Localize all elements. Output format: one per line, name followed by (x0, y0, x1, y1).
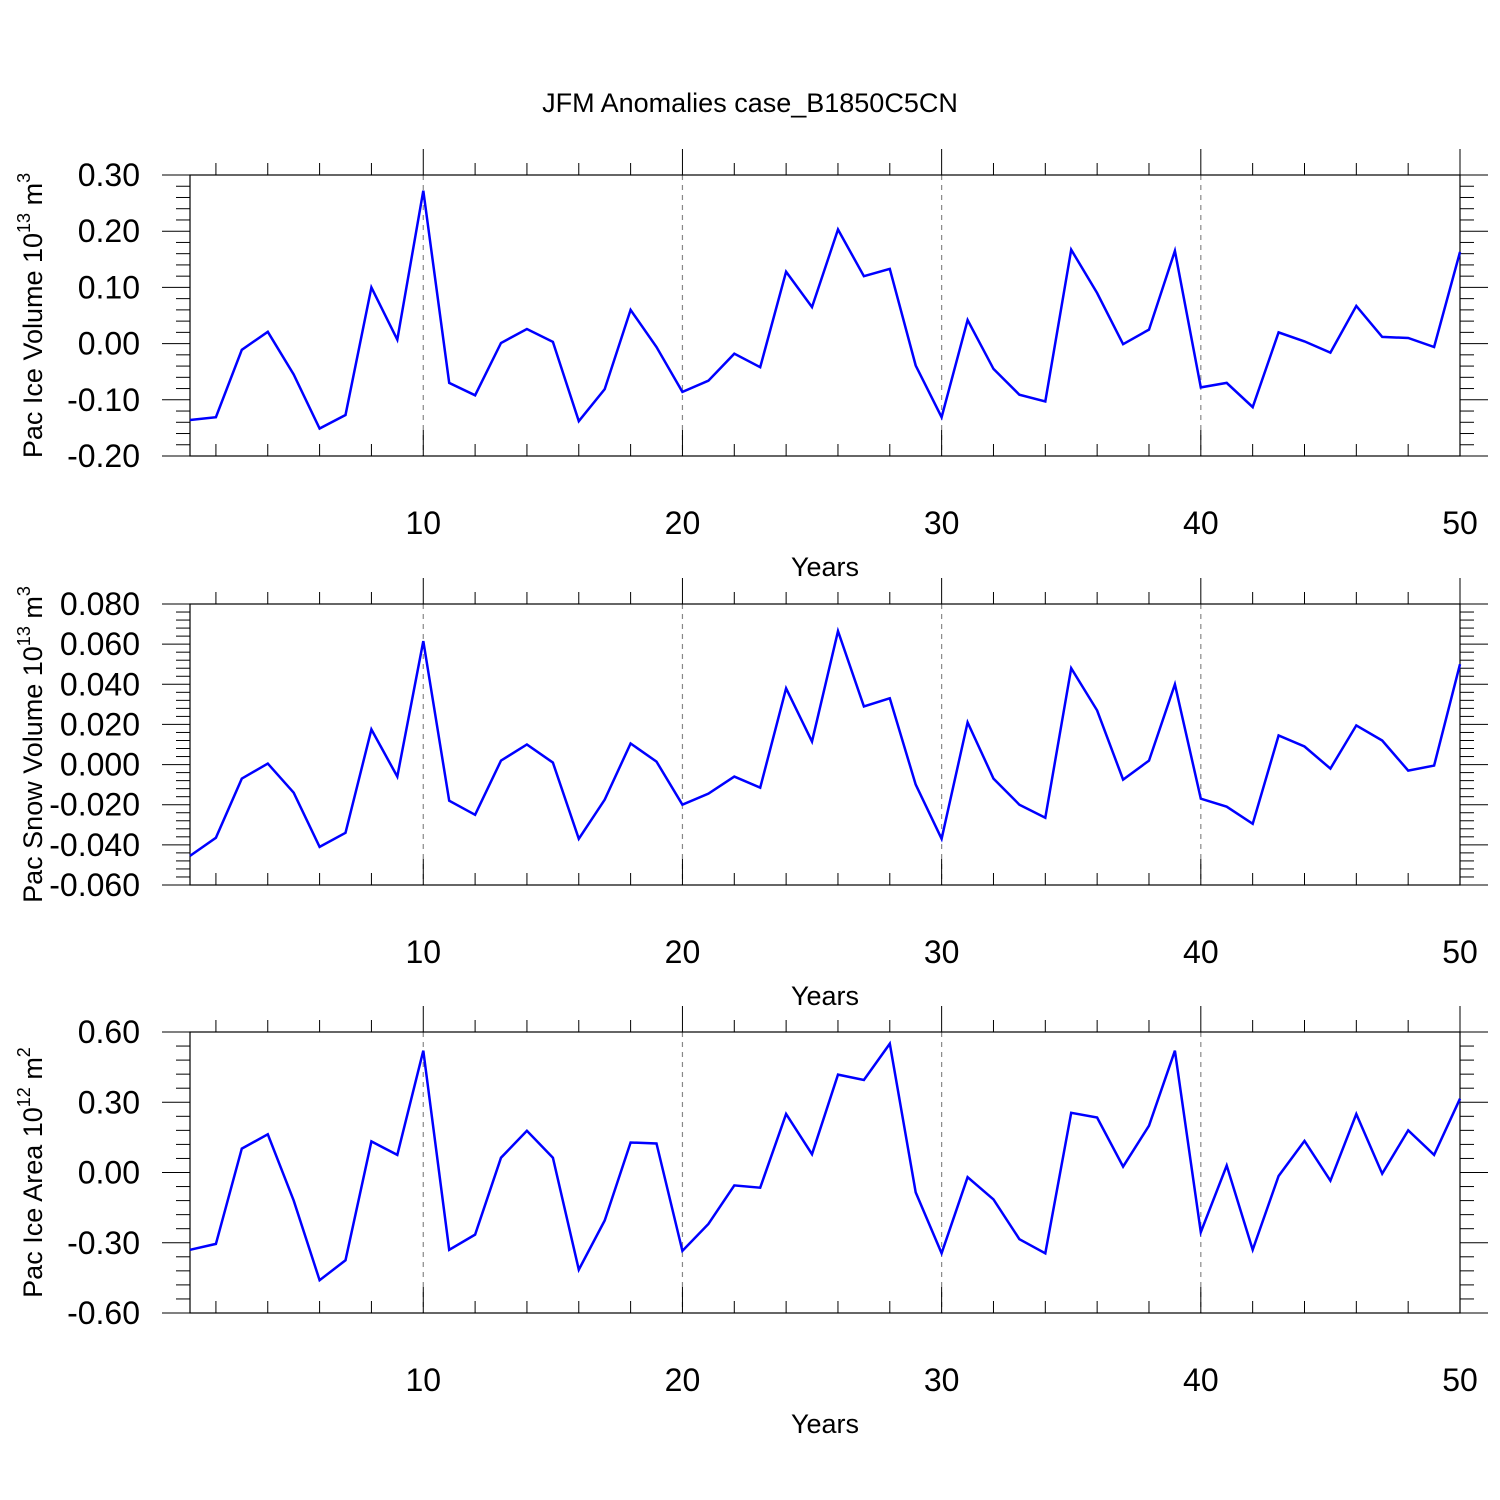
series-line (189, 626, 1462, 857)
y-tick-label: 0.30 (78, 157, 140, 193)
y-tick-label: 0.000 (60, 747, 140, 783)
x-axis-label: Years (791, 1409, 859, 1439)
y-tick-label: 0.00 (78, 1155, 140, 1191)
y-tick-label: -0.30 (67, 1225, 140, 1261)
y-tick-label: 0.080 (60, 586, 140, 622)
x-tick-label: 30 (924, 1362, 960, 1398)
y-tick-label: -0.040 (49, 827, 140, 863)
y-tick-label: 0.60 (78, 1014, 140, 1050)
x-tick-label: 50 (1442, 1362, 1478, 1398)
x-tick-label: 10 (405, 934, 441, 970)
y-tick-label: 0.30 (78, 1084, 140, 1120)
x-axis-label: Years (791, 981, 859, 1011)
y-tick-label: -0.020 (49, 787, 140, 823)
x-tick-label: 40 (1183, 934, 1219, 970)
x-tick-label: 50 (1442, 934, 1478, 970)
plot-frame (189, 174, 1461, 457)
x-tick-label: 40 (1183, 1362, 1219, 1398)
y-tick-label: -0.10 (67, 382, 140, 418)
x-tick-label: 30 (924, 934, 960, 970)
y-tick-label: 0.20 (78, 213, 140, 249)
y-axis-label: Pac Ice Area 1012 m2 (14, 1047, 48, 1298)
y-tick-label: 0.00 (78, 326, 140, 362)
x-tick-label: 40 (1183, 505, 1219, 541)
x-tick-label: 20 (665, 1362, 701, 1398)
panel-1: 10 20 30 40 50 -0.20 -0.10 0.00 0.10 0.20 0.30 Year… (14, 149, 1488, 582)
panel-3: 10 20 30 40 50 -0.60 -0.30 0.00 0.30 0.60 Years Pac… (14, 1006, 1488, 1439)
plot-frame (189, 603, 1461, 886)
x-tick-label: 10 (405, 1362, 441, 1398)
x-axis-label: Years (791, 552, 859, 582)
y-tick-label: 0.040 (60, 666, 140, 702)
y-tick-label: 0.060 (60, 626, 140, 662)
series-line (189, 1040, 1462, 1283)
series-line (189, 190, 1462, 431)
x-tick-label: 20 (665, 934, 701, 970)
panel-2: 10 20 30 40 50 -0.060 -0.040 -0.020 0.000 0.020 0.… (14, 578, 1488, 1011)
y-tick-label: -0.060 (49, 867, 140, 903)
x-tick-label: 50 (1442, 505, 1478, 541)
figure-title: JFM Anomalies case_B1850C5CN (542, 88, 958, 118)
y-tick-label: -0.20 (67, 438, 140, 474)
y-tick-label: 0.020 (60, 706, 140, 742)
y-tick-label: -0.60 (67, 1295, 140, 1331)
plot-frame (189, 1031, 1461, 1314)
x-tick-label: 10 (405, 505, 441, 541)
y-axis-label: Pac Ice Volume 1013 m3 (14, 173, 48, 458)
y-axis-label: Pac Snow Volume 1013 m3 (14, 586, 48, 903)
x-tick-label: 20 (665, 505, 701, 541)
y-tick-label: 0.10 (78, 269, 140, 305)
x-tick-label: 30 (924, 505, 960, 541)
